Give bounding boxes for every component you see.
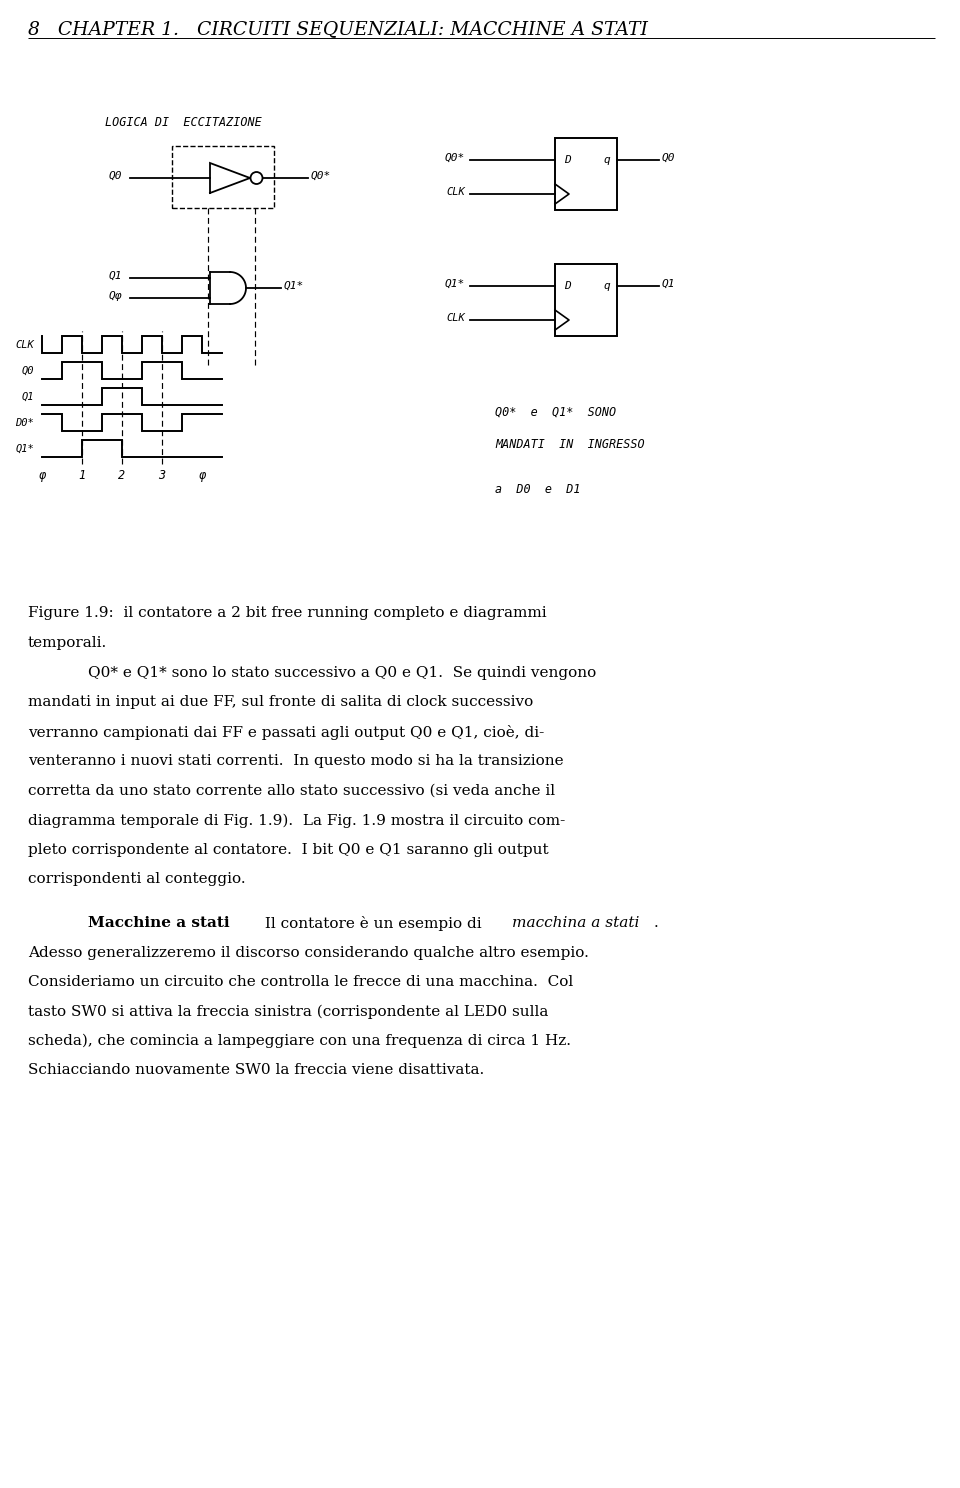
Text: Il contatore è un esempio di: Il contatore è un esempio di [260,917,487,931]
Bar [172,146,274,208]
Text: scheda), che comincia a lampeggiare con una frequenza di circa 1 Hz.: scheda), che comincia a lampeggiare con … [28,1034,571,1049]
Text: 1: 1 [79,469,85,482]
Text: CLK: CLK [15,339,34,350]
Text: CLK: CLK [446,187,465,196]
Text: Q1: Q1 [108,271,122,281]
Text: Q1*: Q1* [284,281,304,292]
Text: Schiacciando nuovamente SW0 la freccia viene disattivata.: Schiacciando nuovamente SW0 la freccia v… [28,1064,484,1077]
Text: Q0: Q0 [662,153,676,162]
Text: D0*: D0* [15,418,34,427]
Text: Q0* e Q1* sono lo stato successivo a Q0 e Q1.  Se quindi vengono: Q0* e Q1* sono lo stato successivo a Q0 … [88,667,596,680]
Text: Q0*  e  Q1*  SONO: Q0* e Q1* SONO [495,406,616,420]
Text: diagramma temporale di Fig. 1.9).  La Fig. 1.9 mostra il circuito com-: diagramma temporale di Fig. 1.9). La Fig… [28,814,565,827]
Text: pleto corrispondente al contatore.  I bit Q0 e Q1 saranno gli output: pleto corrispondente al contatore. I bit… [28,844,548,857]
Text: LOGICA DI  ECCITAZIONE: LOGICA DI ECCITAZIONE [105,116,262,129]
Text: temporali.: temporali. [28,635,108,649]
Text: 3: 3 [158,469,165,482]
Text: CLK: CLK [446,312,465,323]
Text: Q1*: Q1* [15,443,34,454]
Bar [555,263,617,336]
Text: venteranno i nuovi stati correnti.  In questo modo si ha la transizione: venteranno i nuovi stati correnti. In qu… [28,754,564,768]
Text: q: q [603,281,610,290]
Text: D: D [564,281,571,290]
Text: q: q [603,155,610,165]
Text: Qφ: Qφ [108,292,122,301]
Text: macchina a stati: macchina a stati [512,917,639,930]
Text: corrispondenti al conteggio.: corrispondenti al conteggio. [28,872,246,887]
Text: Q1*: Q1* [444,278,465,289]
Circle shape [251,173,262,185]
Text: 8   CHAPTER 1.   CIRCUITI SEQUENZIALI: MACCHINE A STATI: 8 CHAPTER 1. CIRCUITI SEQUENZIALI: MACCH… [28,19,648,39]
Text: φ: φ [38,469,45,482]
Text: Macchine a stati: Macchine a stati [88,917,229,930]
Text: mandati in input ai due FF, sul fronte di salita di clock successivo: mandati in input ai due FF, sul fronte d… [28,695,533,710]
Text: corretta da uno stato corrente allo stato successivo (si veda anche il: corretta da uno stato corrente allo stat… [28,784,555,798]
Text: Adesso generalizzeremo il discorso considerando qualche altro esempio.: Adesso generalizzeremo il discorso consi… [28,945,588,960]
Text: a  D0  e  D1: a D0 e D1 [495,484,581,496]
Text: Consideriamo un circuito che controlla le frecce di una macchina.  Col: Consideriamo un circuito che controlla l… [28,975,573,990]
Bar [555,138,617,210]
Text: MANDATI  IN  INGRESSO: MANDATI IN INGRESSO [495,437,644,451]
Text: Q0*: Q0* [444,153,465,162]
Text: φ: φ [199,469,205,482]
Text: Q0*: Q0* [310,171,331,182]
Text: Q0: Q0 [108,171,122,182]
Text: Figure 1.9:  il contatore a 2 bit free running completo e diagrammi: Figure 1.9: il contatore a 2 bit free ru… [28,606,546,620]
Text: D: D [564,155,571,165]
Text: Q0: Q0 [21,366,34,375]
Text: 2: 2 [118,469,126,482]
Text: tasto SW0 si attiva la freccia sinistra (corrispondente al LED0 sulla: tasto SW0 si attiva la freccia sinistra … [28,1004,548,1019]
Text: .: . [654,917,659,930]
Text: verranno campionati dai FF e passati agli output Q0 e Q1, cioè, di-: verranno campionati dai FF e passati agl… [28,725,544,740]
Text: Q1: Q1 [21,391,34,402]
Text: Q1: Q1 [662,278,676,289]
